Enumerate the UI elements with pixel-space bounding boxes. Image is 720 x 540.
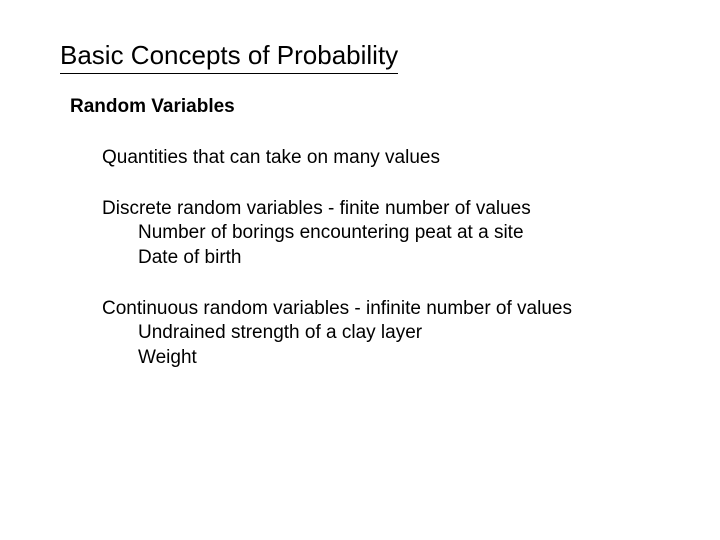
discrete-block: Discrete random variables - finite numbe…: [102, 197, 720, 271]
discrete-item-2: Date of birth: [138, 246, 720, 271]
intro-text: Quantities that can take on many values: [102, 146, 720, 171]
continuous-item-1: Undrained strength of a clay layer: [138, 321, 720, 346]
continuous-item-2: Weight: [138, 346, 720, 371]
content-area: Quantities that can take on many values …: [102, 146, 720, 371]
continuous-heading: Continuous random variables - infinite n…: [102, 297, 720, 322]
discrete-heading: Discrete random variables - finite numbe…: [102, 197, 720, 222]
discrete-item-1: Number of borings encountering peat at a…: [138, 221, 720, 246]
continuous-block: Continuous random variables - infinite n…: [102, 297, 720, 371]
slide-title: Basic Concepts of Probability: [60, 40, 398, 74]
intro-block: Quantities that can take on many values: [102, 146, 720, 171]
slide-subtitle: Random Variables: [70, 96, 720, 118]
